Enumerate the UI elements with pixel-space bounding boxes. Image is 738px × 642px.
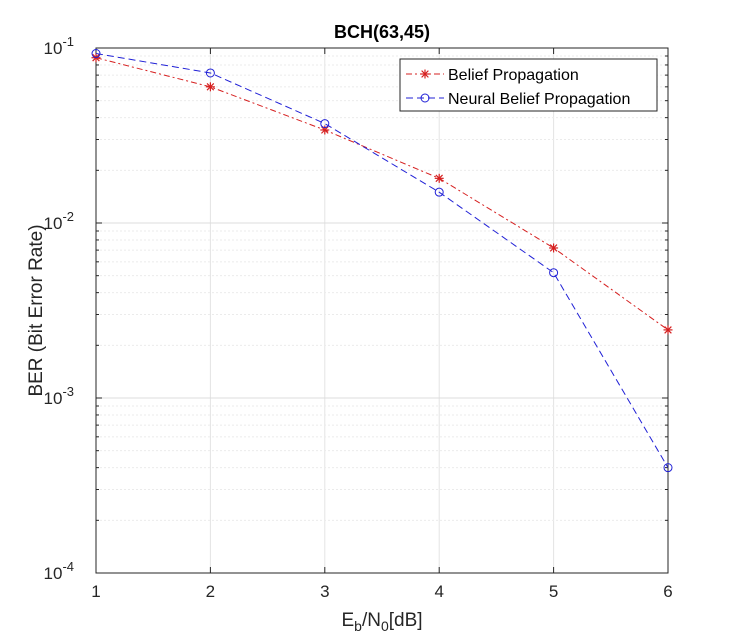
legend-item: Neural Belief Propagation bbox=[406, 91, 630, 108]
data-point-asterisk bbox=[434, 173, 444, 183]
data-point-circle bbox=[320, 119, 330, 129]
y-tick-label: 10-1 bbox=[44, 34, 74, 58]
x-tick-label: 6 bbox=[663, 582, 672, 601]
series-belief-propagation bbox=[91, 53, 673, 335]
x-tick-label: 2 bbox=[206, 582, 215, 601]
y-tick-label: 10-2 bbox=[44, 209, 74, 233]
data-point-asterisk bbox=[205, 82, 215, 92]
series-line bbox=[95, 57, 669, 331]
legend-box bbox=[399, 58, 658, 112]
data-point-circle bbox=[434, 187, 444, 197]
series-line bbox=[95, 53, 669, 468]
chart-title: BCH(63,45) bbox=[334, 22, 430, 42]
data-point-circle bbox=[663, 463, 673, 473]
data-point-circle bbox=[420, 93, 430, 103]
data-point-asterisk bbox=[420, 69, 430, 79]
legend-label: Belief Propagation bbox=[448, 67, 579, 84]
series-neural-belief-propagation bbox=[91, 49, 673, 473]
x-tick-label: 5 bbox=[549, 582, 558, 601]
data-point-asterisk bbox=[320, 125, 330, 135]
data-point-circle bbox=[549, 268, 559, 278]
legend-item: Belief Propagation bbox=[406, 67, 579, 84]
series-group bbox=[91, 49, 673, 473]
x-tick-label: 4 bbox=[434, 582, 443, 601]
x-tick-label: 3 bbox=[320, 582, 329, 601]
data-point-circle bbox=[91, 49, 101, 59]
y-tick-label: 10-4 bbox=[44, 559, 74, 583]
y-axis-label: BER (Bit Error Rate) bbox=[26, 224, 47, 396]
legend-label: Neural Belief Propagation bbox=[448, 91, 630, 108]
legend: Belief Propagation Neural Belief Propagat… bbox=[399, 58, 658, 112]
data-point-asterisk bbox=[549, 243, 559, 253]
axis-ticks: 1 2 3 4 5 6 10-1 10-2 10-3 10-4 bbox=[44, 34, 673, 601]
data-point-circle bbox=[205, 68, 215, 78]
y-tick-label: 10-3 bbox=[44, 384, 74, 408]
x-axis-label: Eb/N0[dB] bbox=[341, 610, 422, 634]
data-point-asterisk bbox=[663, 325, 673, 335]
plot-area bbox=[95, 47, 669, 574]
x-tick-label: 1 bbox=[91, 582, 100, 601]
